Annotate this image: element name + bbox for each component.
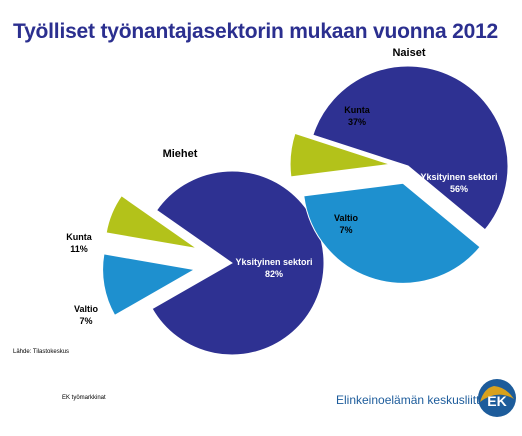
slice-label-women-yksityinen-sektori: Yksityinen sektori [420,172,497,182]
pie-slice-women-valtio [289,132,391,178]
slice-label-women-kunta: Kunta [344,105,370,115]
ek-logo-icon: EK [478,379,516,417]
slice-value-men-valtio: 7% [79,316,92,326]
pie-slice-men-kunta [102,253,197,317]
page-title: Työlliset työnantajasektorin mukaan vuon… [13,20,499,43]
slice-label-women-valtio: Valtio [334,213,359,223]
pie-title-women: Naiset [392,47,425,59]
source-note: Lähde: Tilastokeskus [13,349,70,355]
pie-slice-women-kunta [303,182,481,284]
slice-value-women-kunta: 37% [348,117,366,127]
pie-slice-women-yksityinen-sektori [312,65,509,231]
footer-department: EK työmarkkinat [62,395,106,401]
slice-value-men-yksityinen-sektori: 82% [265,269,283,279]
slice-label-men-yksityinen-sektori: Yksityinen sektori [235,257,312,267]
pie-slice-men-yksityinen-sektori [151,170,325,356]
slice-value-women-valtio: 7% [339,225,352,235]
brand-name: Elinkeinoelämän keskusliitto [336,393,487,407]
logo-text: EK [487,393,506,409]
slice-value-women-yksityinen-sektori: 56% [450,184,468,194]
pie-chart-women: Yksityinen sektori 56% Kunta 37% Valtio 7% Nai… [289,47,509,284]
slice-label-men-kunta: Kunta [66,232,92,242]
pie-chart-men: Yksityinen sektori 82% Kunta 11% Valtio 7% Mie… [66,148,325,356]
slice-value-men-kunta: 11% [70,244,88,254]
pie-slice-men-valtio [105,195,198,250]
slice-label-men-valtio: Valtio [74,304,99,314]
pie-title-men: Miehet [163,148,198,160]
